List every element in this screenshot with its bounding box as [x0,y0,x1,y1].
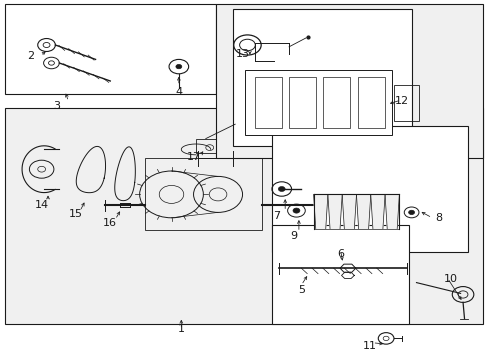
Text: 1: 1 [178,324,185,334]
Text: 3: 3 [53,101,60,111]
Bar [289,77,316,128]
Bar [272,225,409,324]
Polygon shape [328,194,342,229]
Text: 5: 5 [298,285,305,295]
Bar [245,70,392,135]
Text: 7: 7 [273,211,280,221]
Circle shape [176,64,182,69]
Text: 9: 9 [291,231,297,241]
Text: 4: 4 [175,87,182,97]
Bar [196,139,216,153]
Bar [233,9,412,146]
Polygon shape [385,194,399,229]
Bar [323,77,350,128]
Circle shape [409,210,415,215]
Polygon shape [342,194,357,229]
Bar [145,158,262,230]
Bar [216,4,483,158]
Text: 17: 17 [187,152,200,162]
Polygon shape [371,194,385,229]
Bar [272,126,468,252]
Polygon shape [357,194,371,229]
Bar [5,108,483,324]
Text: 14: 14 [35,200,49,210]
Bar [394,85,419,121]
Bar [255,77,282,128]
Text: 16: 16 [103,218,117,228]
Text: 13: 13 [236,49,249,59]
Text: 11: 11 [363,341,377,351]
Circle shape [278,186,285,192]
Polygon shape [314,194,328,229]
Bar [358,77,385,128]
Text: 2: 2 [27,51,34,61]
Text: 10: 10 [444,274,458,284]
Text: 15: 15 [69,209,83,219]
Circle shape [293,208,300,213]
Bar [5,4,216,94]
Text: 6: 6 [337,249,344,259]
Text: 12: 12 [395,96,409,106]
Text: 8: 8 [435,213,442,223]
